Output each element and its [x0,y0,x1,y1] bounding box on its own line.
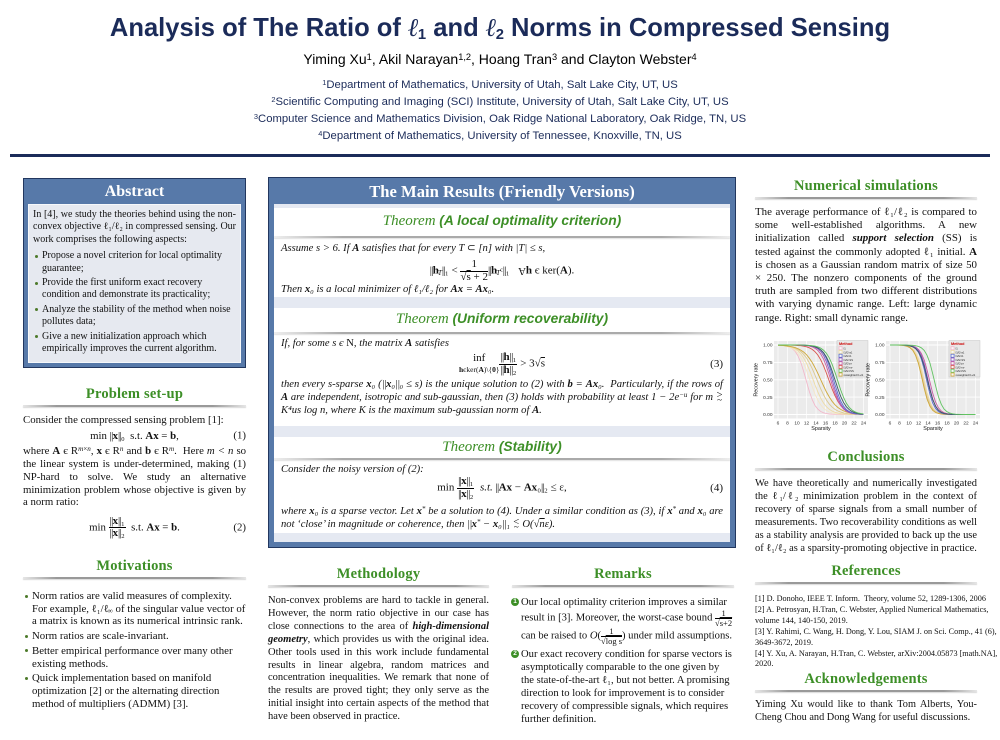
svg-text:18: 18 [944,421,950,427]
svg-text:0.50: 0.50 [875,378,885,384]
svg-text:0.50: 0.50 [763,378,773,384]
svg-text:Sparsity: Sparsity [923,426,943,432]
svg-text:22: 22 [851,421,857,427]
svg-text:Recovery rate: Recovery rate [866,363,872,397]
svg-text:14: 14 [813,421,819,427]
svg-text:14: 14 [925,421,931,427]
svg-text:l1/l2-pr: l1/l2-pr [844,362,852,366]
svg-text:0.00: 0.00 [763,412,773,418]
svg-text:reweighted l1+l1: reweighted l1+l1 [844,373,864,377]
svg-text:l1/l2-l1: l1/l2-l1 [956,354,964,358]
svg-text:Method: Method [839,342,853,346]
svg-text:l1/l2-SS: l1/l2-SS [844,358,854,362]
svg-text:0.25: 0.25 [763,395,773,401]
svg-text:0.75: 0.75 [763,360,773,366]
svg-text:6: 6 [777,421,780,427]
svg-text:8: 8 [786,421,789,427]
svg-text:l1/l2-ISS: l1/l2-ISS [956,369,966,373]
svg-text:20: 20 [954,421,960,427]
svg-text:reweighted l1+l1: reweighted l1+l1 [956,373,976,377]
svg-text:10: 10 [906,421,912,427]
svg-text:6: 6 [889,421,892,427]
svg-text:Sparsity: Sparsity [811,426,831,432]
svg-text:1.00: 1.00 [875,343,885,349]
svg-text:1.00: 1.00 [763,343,773,349]
svg-text:12: 12 [804,421,810,427]
svg-text:l1: l1 [844,347,847,351]
svg-text:10: 10 [794,421,800,427]
svg-text:24: 24 [973,421,979,427]
svg-text:0.00: 0.00 [875,412,885,418]
svg-text:12: 12 [916,421,922,427]
svg-text:l1/l2-rw: l1/l2-rw [956,365,965,369]
svg-text:l1/l2-SS: l1/l2-SS [956,358,966,362]
svg-text:Recovery rate: Recovery rate [754,363,760,397]
svg-text:l1/l2-a1: l1/l2-a1 [844,350,853,354]
svg-text:Method: Method [951,342,965,346]
svg-text:l1/l2-rw: l1/l2-rw [844,365,853,369]
svg-text:l1/l2-l1: l1/l2-l1 [844,354,852,358]
svg-text:22: 22 [963,421,969,427]
svg-text:0.25: 0.25 [875,395,885,401]
svg-text:24: 24 [861,421,867,427]
svg-text:l1/l2-ISS: l1/l2-ISS [844,369,854,373]
svg-text:l1: l1 [956,347,959,351]
svg-text:8: 8 [898,421,901,427]
svg-text:l1/l2-a1: l1/l2-a1 [956,350,965,354]
svg-text:l1/l2-pr: l1/l2-pr [956,362,964,366]
svg-text:20: 20 [842,421,848,427]
svg-text:0.75: 0.75 [875,360,885,366]
svg-text:18: 18 [832,421,838,427]
svg-text:16: 16 [935,421,941,427]
svg-text:16: 16 [823,421,829,427]
